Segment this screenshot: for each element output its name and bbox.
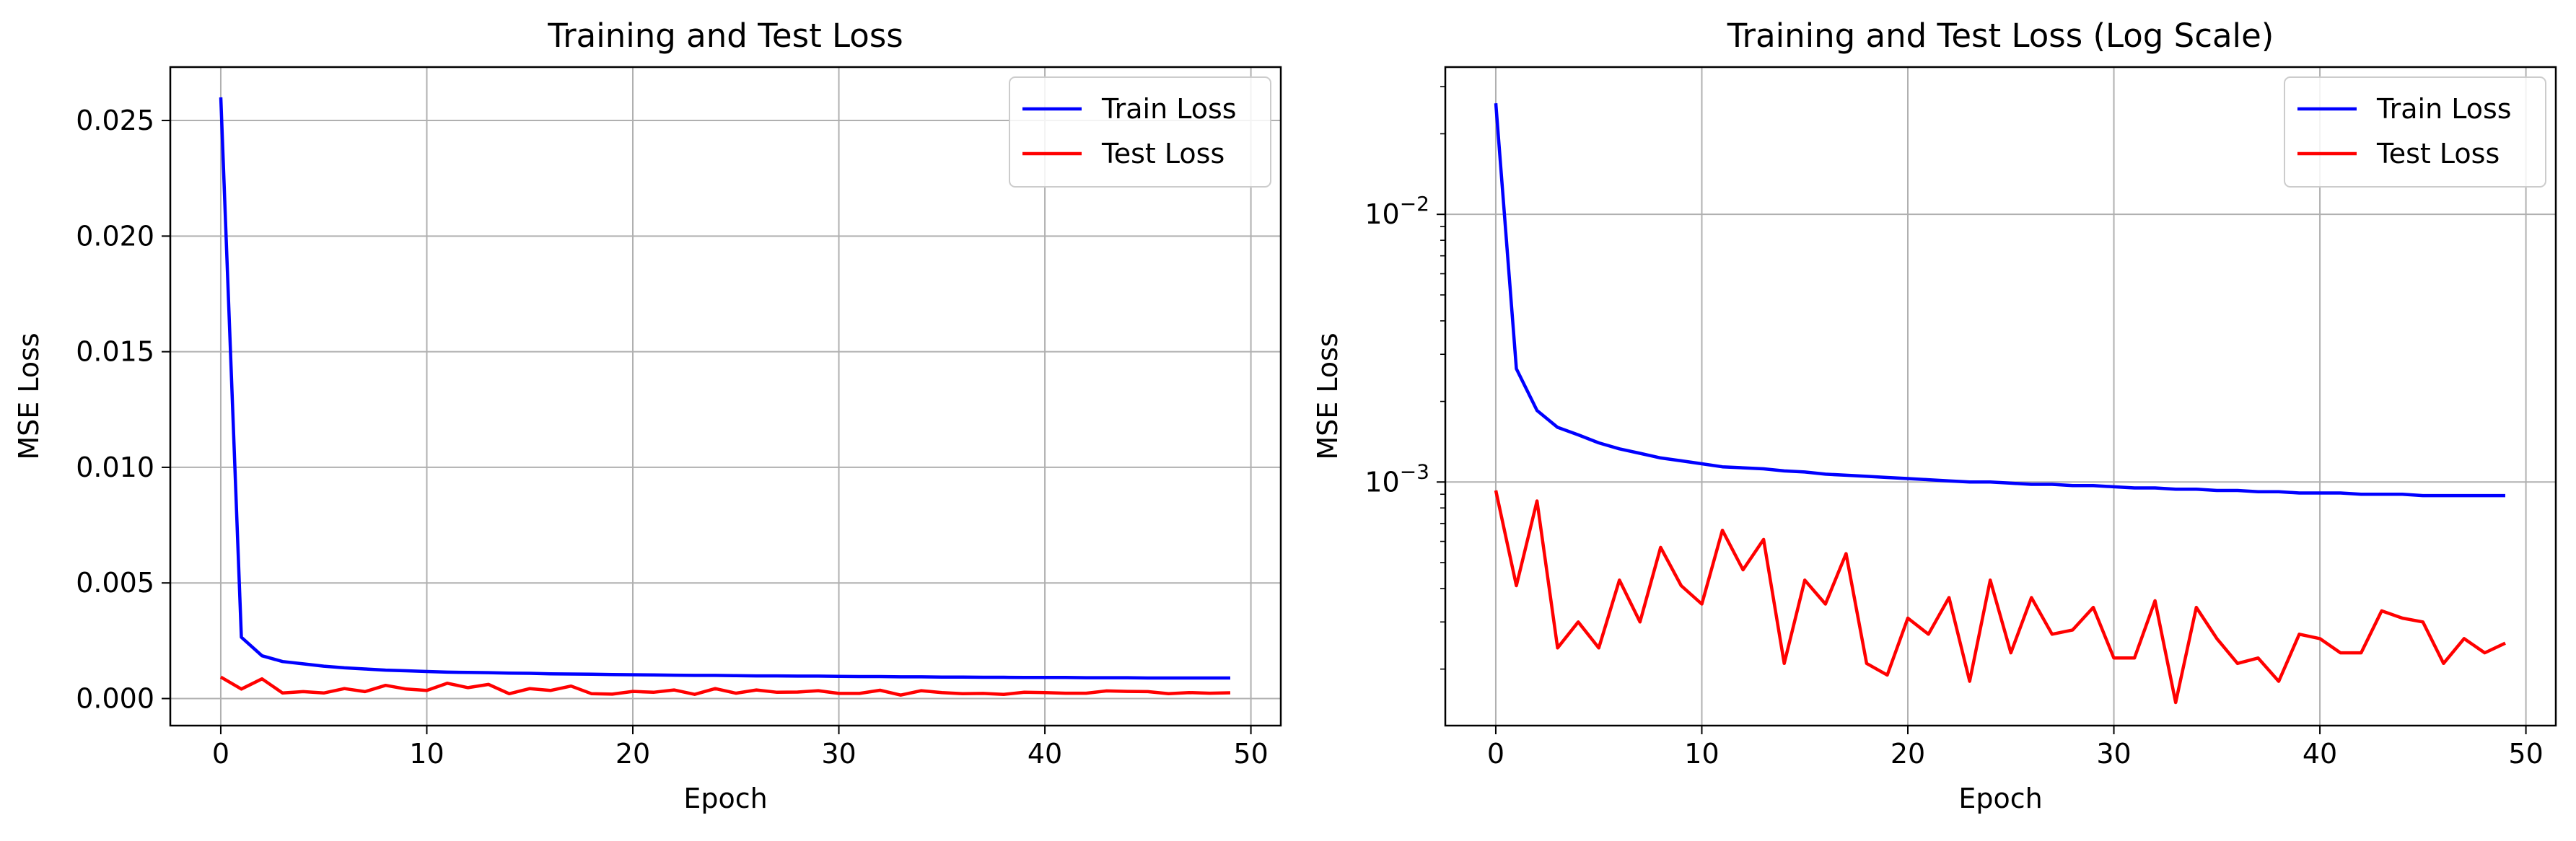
y-axis-label: MSE Loss xyxy=(13,333,45,459)
x-axis-label: Epoch xyxy=(1958,783,2042,814)
y-tick-label: 0.020 xyxy=(76,220,154,252)
x-tick-label: 0 xyxy=(212,738,229,770)
x-tick-label: 20 xyxy=(615,738,650,770)
chart-panel-2: 0 10 20 30 40 50 10−3 10−2 Training and Test Los… xyxy=(1312,17,2557,814)
y-tick-label: 0.015 xyxy=(76,336,154,368)
chart-panel-1: 0 10 20 30 40 50 0.000 0.005 0.010 0.015 0.020 0.02… xyxy=(13,17,1282,814)
y-tick-label: 10−2 xyxy=(1364,192,1429,230)
legend-label: Test Loss xyxy=(2376,138,2500,169)
x-tick-label: 40 xyxy=(2303,738,2337,770)
y-tick-label: 10−3 xyxy=(1364,459,1429,498)
x-tick-label: 50 xyxy=(2508,738,2543,770)
series-line-test-loss xyxy=(219,675,1231,697)
x-tick-label: 30 xyxy=(821,738,856,770)
x-axis-label: Epoch xyxy=(683,783,767,814)
x-tick-label: 20 xyxy=(1891,738,1925,770)
x-tick-label: 10 xyxy=(409,738,444,770)
series-line-train-loss xyxy=(1494,103,2505,498)
y-axis-label: MSE Loss xyxy=(1312,333,1344,459)
axes-frame xyxy=(1444,66,2557,727)
y-tick-label: 0.010 xyxy=(76,452,154,483)
axes-frame xyxy=(169,66,1282,727)
legend-label: Train Loss xyxy=(1101,93,1237,125)
legend: Train Loss Test Loss xyxy=(2284,76,2546,188)
legend-label: Train Loss xyxy=(2376,93,2512,125)
x-tick-label: 30 xyxy=(2096,738,2131,770)
legend-box xyxy=(2284,76,2546,188)
y-tick-label: 0.000 xyxy=(76,682,154,714)
x-tick-label: 0 xyxy=(1487,738,1504,770)
chart-title: Training and Test Loss xyxy=(547,17,903,55)
legend-label: Test Loss xyxy=(1101,138,1225,169)
x-tick-label: 10 xyxy=(1684,738,1719,770)
legend: Train Loss Test Loss xyxy=(1009,76,1271,188)
chart-title: Training and Test Loss (Log Scale) xyxy=(1727,17,2274,55)
series-line-test-loss xyxy=(1494,490,2506,705)
series-line-train-loss xyxy=(219,97,1230,680)
legend-box xyxy=(1009,76,1271,188)
x-tick-label: 50 xyxy=(1233,738,1268,770)
y-tick-label: 0.025 xyxy=(76,105,154,136)
x-tick-label: 40 xyxy=(1028,738,1062,770)
y-tick-label: 0.005 xyxy=(76,567,154,599)
